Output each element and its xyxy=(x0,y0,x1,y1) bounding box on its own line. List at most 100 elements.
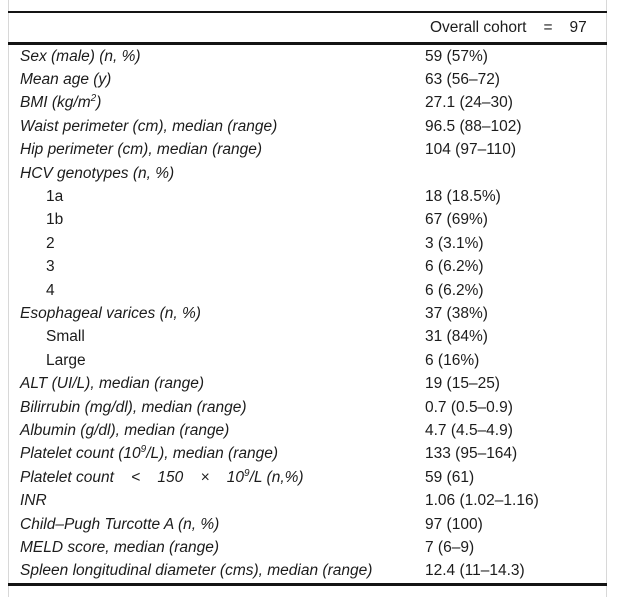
row-label: 4 xyxy=(8,282,425,300)
row-label: Platelet count < 150 × 109/L (n,%) xyxy=(8,469,425,487)
table-row: Waist perimeter (cm), median (range) 96.… xyxy=(8,115,607,138)
row-label-pre: 2 xyxy=(46,234,55,252)
row-label: 3 xyxy=(8,258,425,276)
row-label: Platelet count (109/L), median (range) xyxy=(8,445,425,463)
row-value: 96.5 (88–102) xyxy=(425,117,522,135)
row-label: BMI (kg/m2) xyxy=(8,94,425,112)
row-label: 1b xyxy=(8,211,425,229)
row-value: 7 (6–9) xyxy=(425,538,475,556)
row-value: 67 (69%) xyxy=(425,211,488,229)
row-label: Mean age (y) xyxy=(8,71,425,89)
row-label: Spleen longitudinal diameter (cms), medi… xyxy=(8,562,425,580)
row-value: 12.4 (11–14.3) xyxy=(425,562,525,580)
row-value: 104 (97–110) xyxy=(425,141,517,159)
row-label-pre: Albumin (g/dl), median (range) xyxy=(20,421,230,439)
table-header-rule xyxy=(8,42,607,45)
table-bottom-rule xyxy=(8,583,607,586)
row-label-pre: Mean age (y) xyxy=(20,71,112,89)
table-row: BMI (kg/m2) 27.1 (24–30) xyxy=(8,92,607,115)
table-row: Large 6 (16%) xyxy=(8,349,607,372)
row-label-pre: ALT (UI/L), median (range) xyxy=(20,375,205,393)
row-label: Albumin (g/dl), median (range) xyxy=(8,422,425,440)
row-label-post: /L), median (range) xyxy=(146,445,279,463)
row-value: 97 (100) xyxy=(425,515,483,533)
row-label-pre: HCV genotypes (n, %) xyxy=(20,164,175,182)
row-value: 19 (15–25) xyxy=(425,375,500,393)
right-frame-line xyxy=(606,0,607,597)
row-label: Hip perimeter (cm), median (range) xyxy=(8,141,425,159)
row-value: 0.7 (0.5–0.9) xyxy=(425,398,513,416)
table-row: Small 31 (84%) xyxy=(8,326,607,349)
row-label-post: ) xyxy=(96,94,102,112)
row-label-pre: Spleen longitudinal diameter (cms), medi… xyxy=(20,562,373,580)
row-label-pre: Sex (male) (n, %) xyxy=(20,47,141,65)
row-label: Child–Pugh Turcotte A (n, %) xyxy=(8,516,425,534)
table-top-rule xyxy=(8,11,607,13)
row-label: Sex (male) (n, %) xyxy=(8,48,425,66)
table-row: ALT (UI/L), median (range) 19 (15–25) xyxy=(8,372,607,395)
left-frame-line xyxy=(8,0,9,597)
row-value: 63 (56–72) xyxy=(425,71,500,89)
row-value: 6 (6.2%) xyxy=(425,258,484,276)
row-value: 31 (84%) xyxy=(425,328,488,346)
table-row: 1a 18 (18.5%) xyxy=(8,185,607,208)
row-value: 6 (6.2%) xyxy=(425,281,484,299)
row-label-pre: Child–Pugh Turcotte A (n, %) xyxy=(20,515,220,533)
table-row: 1b 67 (69%) xyxy=(8,209,607,232)
table-row: 4 6 (6.2%) xyxy=(8,279,607,302)
row-label-superscript: 2 xyxy=(90,94,97,105)
row-label: MELD score, median (range) xyxy=(8,539,425,557)
table-row: 3 6 (6.2%) xyxy=(8,256,607,279)
table-row: Bilirrubin (mg/dl), median (range) 0.7 (… xyxy=(8,396,607,419)
row-label-pre: 1a xyxy=(46,188,64,206)
row-label-pre: INR xyxy=(20,492,47,510)
table-row: Hip perimeter (cm), median (range) 104 (… xyxy=(8,139,607,162)
row-value: 18 (18.5%) xyxy=(425,188,501,206)
table-row: Mean age (y) 63 (56–72) xyxy=(8,68,607,91)
row-label-pre: BMI (kg/m xyxy=(20,94,91,112)
row-label-post: /L (n,%) xyxy=(249,468,304,486)
table-body: Sex (male) (n, %) 59 (57%) Mean age (y) … xyxy=(8,45,607,583)
row-label-pre: 4 xyxy=(46,281,55,299)
row-label-pre: Esophageal varices (n, %) xyxy=(20,304,201,322)
table-row: Spleen longitudinal diameter (cms), medi… xyxy=(8,560,607,583)
row-label: Large xyxy=(8,352,425,370)
row-label: HCV genotypes (n, %) xyxy=(8,165,425,183)
header-equals-sign: = xyxy=(543,18,553,36)
row-label: Waist perimeter (cm), median (range) xyxy=(8,118,425,136)
row-label-pre: MELD score, median (range) xyxy=(20,538,219,556)
row-label: Esophageal varices (n, %) xyxy=(8,305,425,323)
table-row: Esophageal varices (n, %) 37 (38%) xyxy=(8,302,607,325)
row-value: 3 (3.1%) xyxy=(425,234,484,252)
row-value: 37 (38%) xyxy=(425,304,488,322)
table-row: INR 1.06 (1.02–1.16) xyxy=(8,489,607,512)
row-label: 2 xyxy=(8,235,425,253)
table-row: 2 3 (3.1%) xyxy=(8,232,607,255)
row-label-pre: Bilirrubin (mg/dl), median (range) xyxy=(20,398,247,416)
row-value: 1.06 (1.02–1.16) xyxy=(425,492,539,510)
row-label-superscript: 9 xyxy=(140,445,147,456)
row-label: Bilirrubin (mg/dl), median (range) xyxy=(8,399,425,417)
row-value: 27.1 (24–30) xyxy=(425,94,513,112)
row-label: Small xyxy=(8,328,425,346)
row-label-pre: 3 xyxy=(46,258,55,276)
row-label-pre: Hip perimeter (cm), median (range) xyxy=(20,141,263,159)
table-row: Child–Pugh Turcotte A (n, %) 97 (100) xyxy=(8,513,607,536)
row-label: INR xyxy=(8,492,425,510)
table-row: Platelet count < 150 × 109/L (n,%) 59 (6… xyxy=(8,466,607,489)
row-value: 59 (57%) xyxy=(425,47,488,65)
row-label-pre: Small xyxy=(46,328,85,346)
row-label: 1a xyxy=(8,188,425,206)
table-row: Albumin (g/dl), median (range) 4.7 (4.5–… xyxy=(8,419,607,442)
row-label-pre: Platelet count (10 xyxy=(20,445,141,463)
table-row: HCV genotypes (n, %) xyxy=(8,162,607,185)
header-column-label: Overall cohort xyxy=(430,18,527,36)
row-label-superscript: 9 xyxy=(244,468,250,479)
row-value: 4.7 (4.5–4.9) xyxy=(425,421,513,439)
row-value: 59 (61) xyxy=(425,468,475,486)
table-row: MELD score, median (range) 7 (6–9) xyxy=(8,536,607,559)
row-label-pre: Platelet count < 150 × 10 xyxy=(20,468,245,486)
header-cohort-count: 97 xyxy=(569,18,587,36)
table-row: Platelet count (109/L), median (range) 1… xyxy=(8,443,607,466)
